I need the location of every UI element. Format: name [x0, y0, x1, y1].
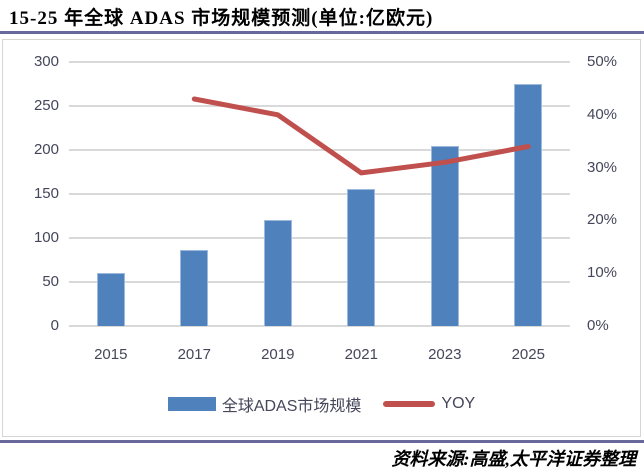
left-axis-tick-label: 200: [33, 141, 59, 158]
gridline: [69, 105, 570, 107]
bar-2019: [263, 219, 292, 326]
left-axis-tick-label: 300: [33, 53, 59, 70]
right-axis-tick-label: 0%: [587, 317, 609, 334]
gridline: [69, 149, 570, 151]
right-axis-tick-label: 20%: [587, 211, 618, 229]
gridline: [69, 325, 570, 327]
x-axis-label-2025: 2025: [511, 346, 545, 363]
gridline: [69, 193, 570, 195]
legend-item-yoy: YOY: [383, 395, 475, 413]
legend-label-market-size: 全球ADAS市场规模: [221, 398, 362, 415]
bar-2025: [514, 84, 543, 326]
left-axis-tick-label: 0: [50, 317, 59, 334]
left-axis-tick-label: 250: [33, 97, 59, 114]
footer-divider: [0, 440, 644, 443]
bar-2015: [96, 273, 125, 326]
x-axis-label-2023: 2023: [428, 346, 462, 363]
x-axis-label-2021: 2021: [344, 346, 378, 363]
right-axis-tick-label: 10%: [587, 264, 618, 282]
source-note: 资料来源:高盛,太平洋证券整理: [391, 449, 637, 469]
gridline: [69, 281, 570, 283]
yoy-line: [191, 96, 531, 176]
bar-2017: [180, 250, 209, 326]
chart-frame: 0 50 100 150 200 250 300 0% 10% 20% 30% 40% 50% 2015 2…: [2, 39, 641, 437]
gridline: [69, 237, 570, 239]
bar-2021: [347, 188, 376, 326]
x-axis-label-2015: 2015: [94, 346, 128, 363]
gridline: [69, 61, 570, 63]
left-axis-tick-label: 100: [33, 229, 59, 246]
title-divider: [0, 31, 644, 34]
x-axis-label-2017: 2017: [177, 346, 211, 363]
right-axis-tick-label: 50%: [587, 53, 618, 70]
bar-2023: [430, 146, 459, 326]
legend-label-yoy: YOY: [441, 395, 476, 412]
line-series-swatch-icon: [383, 401, 436, 407]
legend: 全球ADAS市场规模 YOY: [3, 392, 640, 416]
right-axis-tick-label: 30%: [587, 158, 618, 176]
left-axis-tick-label: 150: [33, 185, 59, 202]
bar-series-swatch-icon: [167, 397, 216, 411]
right-axis-tick-label: 40%: [587, 105, 618, 123]
left-axis-tick-label: 50: [42, 273, 59, 290]
legend-item-market-size: 全球ADAS市场规模: [167, 392, 362, 416]
x-axis-label-2019: 2019: [261, 346, 295, 363]
chart-title: 15-25 年全球 ADAS 市场规模预测(单位:亿欧元): [9, 8, 434, 29]
